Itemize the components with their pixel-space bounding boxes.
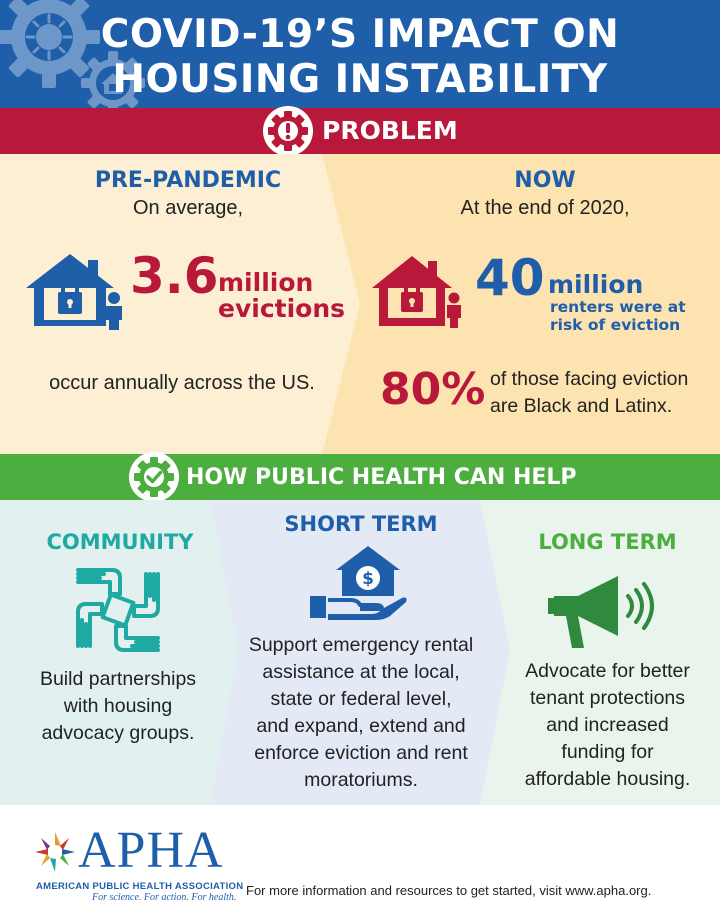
problem-banner: PROBLEM — [0, 106, 720, 156]
long-term-line: funding for — [561, 741, 654, 763]
header-banner: COVID-19’S IMPACT ON HOUSING INSTABILITY — [0, 0, 720, 108]
check-gear-icon — [129, 452, 179, 502]
now-panel-background — [322, 154, 720, 454]
help-banner: HOW PUBLIC HEALTH CAN HELP — [0, 452, 720, 502]
community-text: Build partnerships with housing advocacy… — [18, 666, 218, 747]
long-term-line: tenant protections — [529, 687, 686, 709]
pre-pandemic-caption: occur annually across the US. — [49, 372, 315, 394]
long-term-line: Advocate for better — [525, 660, 690, 682]
apha-logo-icon — [35, 832, 75, 872]
pre-pandemic-intro: On average, — [132, 197, 244, 219]
alert-gear-icon — [263, 106, 313, 156]
short-term-line: Support emergency rental — [248, 634, 474, 656]
problem-label: PROBLEM — [322, 116, 458, 145]
community-line: with housing — [63, 695, 173, 717]
now-number: 40 — [475, 249, 545, 307]
footer-info: For more information and resources to ge… — [246, 883, 652, 898]
page-title: COVID-19’S IMPACT ON HOUSING INSTABILITY — [0, 12, 720, 102]
pre-pandemic-desc: evictions — [218, 294, 346, 323]
short-term-line: enforce eviction and rent — [254, 742, 468, 764]
svg-text:$: $ — [362, 569, 374, 589]
long-term-title: LONG TERM — [538, 530, 677, 554]
now-figure: 40 million renters were at risk of evict… — [475, 248, 720, 338]
title-line-2: HOUSING INSTABILITY — [112, 57, 608, 102]
pre-pandemic-number: 3.6 — [130, 247, 219, 305]
short-term-line: moratoriums. — [304, 769, 418, 791]
house-dollar-hand-icon: $ — [310, 546, 407, 620]
footer: APHA AMERICAN PUBLIC HEALTH ASSOCIATION … — [0, 805, 720, 903]
now-title: NOW — [514, 168, 576, 193]
short-term-line: state or federal level, — [270, 688, 452, 710]
now-percent-desc-line-1: of those facing eviction — [490, 368, 689, 390]
long-term-line: and increased — [546, 714, 669, 736]
long-term-line: affordable housing. — [524, 768, 691, 790]
help-label: HOW PUBLIC HEALTH CAN HELP — [186, 465, 577, 490]
help-section: COMMUNITY Build partnerships with housin… — [0, 500, 720, 805]
community-line: advocacy groups. — [41, 722, 195, 744]
pre-pandemic-unit: million — [218, 268, 314, 297]
now-desc-line-1: renters were at — [550, 298, 686, 316]
pre-pandemic-figure: 3.6 million evictions — [130, 246, 345, 326]
now-desc-line-2: risk of eviction — [550, 316, 681, 334]
apha-logo-text: APHA — [78, 822, 224, 879]
help-columns-background — [0, 500, 720, 805]
pre-pandemic-title: PRE-PANDEMIC — [94, 168, 282, 193]
now-percent-desc: of those facing eviction are Black and L… — [490, 366, 715, 420]
locked-house-person-icon — [372, 256, 461, 328]
short-term-line: and expand, extend and — [256, 715, 466, 737]
short-term-text: Support emergency rental assistance at t… — [230, 632, 492, 794]
long-term-text: Advocate for better tenant protections a… — [505, 658, 710, 793]
virus-gear-icon — [0, 0, 100, 88]
now-unit: million — [548, 270, 644, 299]
community-title: COMMUNITY — [46, 530, 194, 554]
now-intro: At the end of 2020, — [460, 197, 630, 219]
hands-circle-icon — [76, 568, 160, 652]
megaphone-icon — [548, 576, 654, 648]
short-term-title: SHORT TERM — [284, 512, 438, 536]
problem-section: PRE-PANDEMIC On average, 3.6 million evi… — [0, 154, 720, 454]
house-gear-icon — [81, 51, 145, 108]
locked-house-person-icon — [26, 254, 122, 330]
now-percent: 80% — [380, 364, 486, 415]
title-line-1: COVID-19’S IMPACT ON — [100, 12, 620, 57]
apha-tagline: For science. For action. For health. — [92, 892, 237, 903]
apha-org-name: AMERICAN PUBLIC HEALTH ASSOCIATION — [36, 881, 244, 892]
short-term-line: assistance at the local, — [262, 661, 460, 683]
now-percent-desc-line-2: are Black and Latinx. — [490, 395, 673, 417]
community-line: Build partnerships — [39, 668, 197, 690]
